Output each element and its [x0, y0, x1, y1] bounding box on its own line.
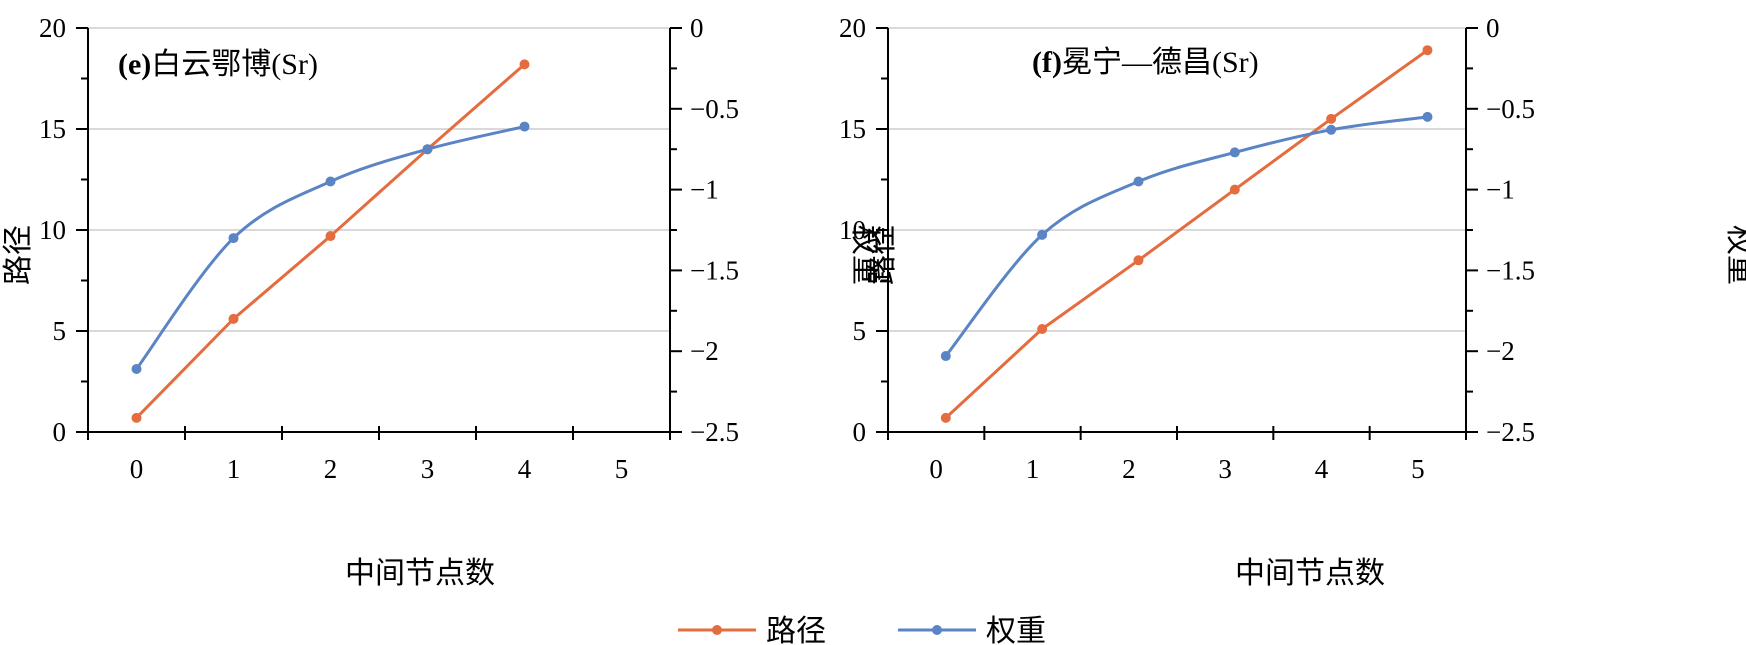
chart-panel-e: 0 5 10 15 20 −2.5 −2 −1.5 −1 −0.5 0 0 1 2 3 4 5 (e)白云鄂博(… [1, 13, 882, 591]
data-point-path [519, 59, 530, 70]
y2-tick-label: −1.5 [1486, 255, 1535, 285]
y-tick-label: 5 [853, 316, 867, 346]
data-point-weight [1422, 111, 1433, 122]
chart-panel-f: 0 5 10 15 20 −2.5 −2 −1.5 −1 −0.5 0 0 1 2 3 4 5 (f)冕宁—德昌… [839, 13, 1746, 591]
y-tick-label: 20 [839, 13, 866, 43]
data-point-path [1229, 184, 1240, 195]
x-tick-label: 3 [1218, 454, 1232, 484]
y-tick-label: 10 [839, 215, 866, 245]
data-point-weight [940, 351, 951, 362]
y2-tick-label: −2 [690, 336, 719, 366]
x-tick-label: 4 [518, 454, 532, 484]
y-tick-label: 10 [39, 215, 66, 245]
x-tick-label: 0 [929, 454, 943, 484]
legend-marker-weight [932, 625, 942, 635]
legend-label-path: 路径 [766, 614, 826, 645]
y2-tick-label: −1 [1486, 175, 1515, 205]
y-tick-label: 0 [853, 417, 867, 447]
legend-marker-path [712, 625, 722, 635]
y2-tick-label: −0.5 [1486, 94, 1535, 124]
panel-tag: (f) [1032, 46, 1062, 79]
y2-axis-label: 权重 [1722, 225, 1746, 285]
x-axis-label: 中间节点数 [1235, 556, 1385, 591]
data-point-weight [422, 144, 433, 155]
x-tick-label: 4 [1315, 454, 1329, 484]
y2-axis-label: 权重 [847, 225, 882, 285]
series-line-weight [944, 115, 1428, 357]
data-point-weight [131, 363, 142, 374]
y2-tick-label: −1.5 [690, 255, 739, 285]
data-point-weight [1133, 176, 1144, 187]
panel-title: (f)冕宁—德昌(Sr) [1032, 46, 1259, 79]
x-tick-label: 1 [1026, 454, 1040, 484]
data-point-weight [519, 121, 530, 132]
x-tick-label: 1 [227, 454, 241, 484]
y2-tick-label: −0.5 [690, 94, 739, 124]
y2-tick-label: −2 [1486, 336, 1515, 366]
y-tick-label: 5 [53, 316, 67, 346]
series-line-path [944, 48, 1429, 419]
y2-tick-label: 0 [690, 13, 704, 43]
legend: 路径 权重 [678, 614, 1046, 645]
y-axis-label: 路径 [1, 225, 36, 285]
x-tick-label: 5 [1411, 454, 1425, 484]
y2-tick-label: 0 [1486, 13, 1500, 43]
x-tick-label: 3 [421, 454, 435, 484]
x-tick-label: 5 [615, 454, 629, 484]
data-point-path [940, 412, 951, 423]
data-point-path [131, 412, 142, 423]
data-point-path [1037, 323, 1048, 334]
y-axis-label: 路径 [865, 225, 900, 285]
y2-tick-label: −2.5 [1486, 417, 1535, 447]
data-point-weight [1326, 124, 1337, 135]
y-tick-label: 20 [39, 13, 66, 43]
y-tick-label: 15 [839, 114, 866, 144]
data-point-weight [228, 233, 239, 244]
x-tick-label: 2 [1122, 454, 1136, 484]
panel-title: (e)白云鄂博(Sr) [118, 48, 318, 81]
y-tick-label: 15 [39, 114, 66, 144]
x-tick-label: 0 [130, 454, 144, 484]
series-line-weight [135, 125, 525, 370]
data-point-weight [1037, 229, 1048, 240]
data-point-weight [1229, 147, 1240, 158]
data-point-path [1133, 255, 1144, 266]
panel-title-text: 白云鄂博(Sr) [151, 48, 318, 81]
panel-tag: (e) [118, 48, 151, 81]
legend-label-weight: 权重 [986, 614, 1046, 645]
y2-tick-label: −1 [690, 175, 719, 205]
data-point-weight [325, 176, 336, 187]
x-tick-label: 2 [324, 454, 338, 484]
data-point-path [228, 313, 239, 324]
y2-tick-label: −2.5 [690, 417, 739, 447]
series-line-path [135, 63, 526, 419]
panel-title-text: 冕宁—德昌(Sr) [1062, 46, 1259, 79]
x-axis-label: 中间节点数 [345, 556, 495, 591]
data-point-path [1422, 45, 1433, 56]
data-point-path [325, 231, 336, 242]
data-point-path [1326, 113, 1337, 124]
y-tick-label: 0 [53, 417, 67, 447]
